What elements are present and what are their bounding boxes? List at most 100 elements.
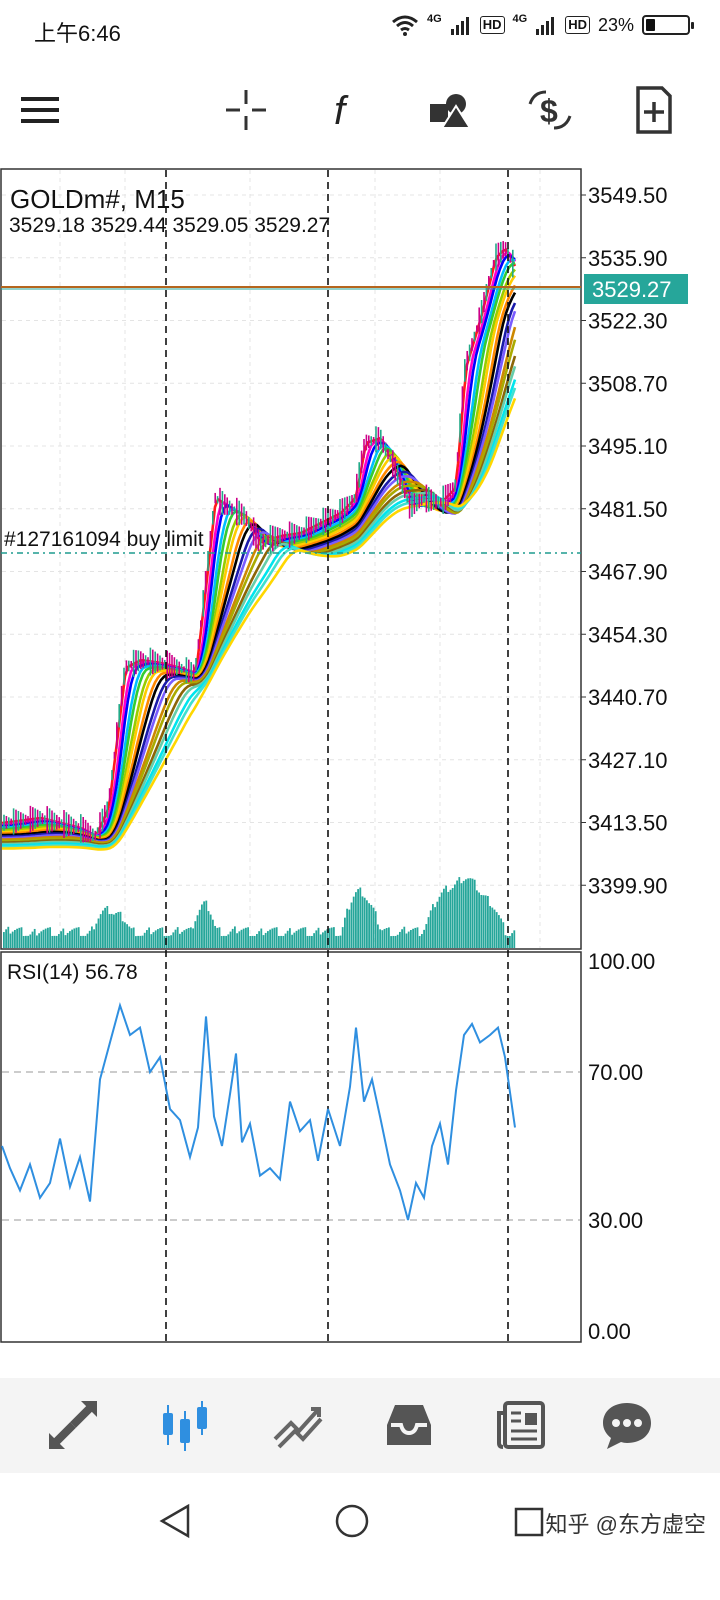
volume-bar [447,891,450,948]
dollar-trade-icon: $ [528,90,572,130]
volume-bar [423,929,425,948]
hd-badge-1: HD [479,16,505,34]
svg-text:f: f [334,89,349,133]
pending-order-label: #127161094 buy limit [4,528,204,551]
volume-bar [412,928,414,948]
volume-bar [58,934,60,948]
volume-bar [137,935,139,948]
volume-bar [154,930,157,948]
volume-bar [113,914,115,948]
ma-line [2,365,517,848]
volume-bar [385,928,388,948]
main-pane-frame [0,168,582,950]
volume-bar [462,880,465,948]
volume-bar [258,931,260,948]
volume-bar [220,936,223,948]
volume-bar [60,931,62,948]
volume-bar [159,928,161,948]
volume-bar [346,908,348,948]
new-order-button[interactable] [624,80,684,140]
volume-bar [18,927,21,948]
volume-bar [262,935,265,948]
volume-bar [273,927,276,948]
volume-bar [350,902,353,948]
price-tick-label: 3508.70 [588,371,668,396]
rsi-tick-label: 0.00 [588,1319,631,1344]
volume-bar [95,923,98,948]
volume-bar [278,935,280,948]
nav-trade[interactable] [262,1392,332,1457]
hd-badge-2: HD [565,16,590,34]
nav-history[interactable] [374,1392,444,1457]
volume-bar [308,935,311,948]
volume-bar [174,929,177,948]
rsi-tick-label: 30.00 [588,1208,643,1233]
volume-bar [128,926,131,948]
menu-button[interactable] [10,80,70,140]
battery-percent: 23% [597,14,634,35]
volume-bar [227,934,230,948]
volume-bar [379,929,381,948]
volume-bar [11,931,14,948]
ma-line [2,284,517,841]
volume-bar [344,917,346,948]
signal-icon-1 [450,17,469,35]
nav-messages[interactable] [592,1392,662,1457]
volume-bar [27,935,29,948]
new-document-icon [636,86,672,134]
volume-bar [150,934,153,948]
ma-line [2,379,517,849]
back-button[interactable] [158,1503,192,1544]
nav-news[interactable] [486,1392,556,1457]
volume-bar [44,928,47,948]
ma-line [2,274,517,840]
objects-button[interactable] [420,80,480,140]
trade-button[interactable]: $ [520,80,580,140]
volume-bar [401,929,403,948]
volume-bar [337,935,340,948]
volume-bar [374,911,377,948]
volume-bar [418,936,421,948]
volume-bar [66,932,69,948]
price-tick-label: 3413.50 [588,811,668,836]
home-button[interactable] [334,1503,370,1544]
volume-bar [370,904,373,948]
rsi-levels [2,1071,580,1221]
price-chart[interactable]: #127161094 buy limit GOLDm#, M15 3529.18… [0,168,720,1373]
volume-bar [509,935,511,948]
volume-bar [295,930,298,948]
volume-bar [414,927,417,948]
volume-bar [425,924,428,948]
volume-bar [22,935,25,948]
volume-bar [49,927,51,948]
volume-bar [471,878,474,948]
volume-bar [124,922,126,948]
volume-bar [253,935,256,948]
volume-bar [190,927,192,948]
nav-quotes[interactable] [38,1392,108,1457]
chart-area[interactable]: #127161094 buy limit GOLDm#, M15 3529.18… [0,168,720,1373]
volume-bars [3,877,516,948]
ohlc-values: 3529.18 3529.44 3529.05 3529.27 [9,214,330,237]
volume-bar [192,928,194,948]
nav-chart[interactable] [150,1392,220,1457]
volume-bar [102,910,104,948]
crosshair-button[interactable] [216,80,276,140]
volume-bar [487,896,489,948]
volume-bar [454,884,456,948]
volume-bar [40,931,43,948]
recents-button[interactable] [514,1507,544,1542]
volume-bar [363,897,366,948]
volume-bar [495,912,498,948]
volume-bar [410,930,412,948]
volume-bar [394,935,397,948]
volume-bar [209,914,212,948]
volume-bar [16,928,18,948]
volume-bar [513,930,516,948]
indicators-button[interactable]: f [318,80,378,140]
volume-bar [223,935,225,948]
volume-bar [84,935,87,948]
battery-icon [642,15,694,35]
volume-bar [502,922,505,948]
volume-bar [275,927,278,948]
